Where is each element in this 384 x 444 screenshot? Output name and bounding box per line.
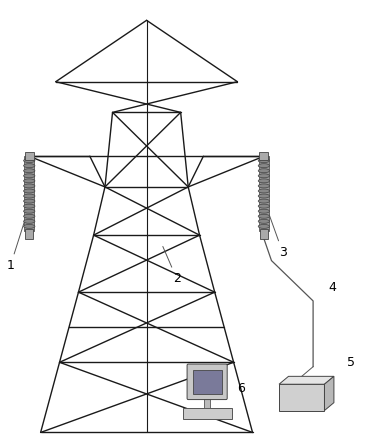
Ellipse shape	[258, 224, 270, 228]
Ellipse shape	[258, 164, 270, 168]
Text: 5: 5	[347, 356, 355, 369]
Ellipse shape	[23, 179, 35, 183]
Bar	[25, 229, 33, 239]
Bar	[259, 156, 269, 231]
Ellipse shape	[23, 184, 35, 188]
Ellipse shape	[258, 209, 270, 213]
Polygon shape	[279, 377, 334, 384]
Ellipse shape	[23, 159, 35, 163]
Ellipse shape	[258, 159, 270, 163]
Bar	[25, 152, 34, 160]
Text: 4: 4	[328, 281, 336, 294]
Text: 2: 2	[163, 246, 181, 285]
Ellipse shape	[258, 174, 270, 178]
Ellipse shape	[258, 169, 270, 173]
Ellipse shape	[23, 219, 35, 223]
Bar	[259, 152, 268, 160]
Ellipse shape	[23, 169, 35, 173]
Ellipse shape	[23, 204, 35, 208]
Text: 6: 6	[237, 382, 245, 395]
Ellipse shape	[23, 174, 35, 178]
Ellipse shape	[258, 199, 270, 203]
Ellipse shape	[23, 224, 35, 228]
Bar	[204, 397, 210, 408]
Bar	[182, 408, 232, 419]
Polygon shape	[324, 377, 334, 411]
Ellipse shape	[23, 164, 35, 168]
Ellipse shape	[23, 189, 35, 193]
Ellipse shape	[258, 179, 270, 183]
Ellipse shape	[258, 184, 270, 188]
Ellipse shape	[23, 214, 35, 218]
Text: 1: 1	[7, 218, 25, 272]
Bar	[193, 370, 222, 394]
FancyBboxPatch shape	[187, 364, 227, 400]
Ellipse shape	[258, 214, 270, 218]
Ellipse shape	[258, 219, 270, 223]
Ellipse shape	[23, 209, 35, 213]
Text: 3: 3	[268, 211, 287, 259]
Bar	[279, 384, 324, 411]
Ellipse shape	[258, 189, 270, 193]
Bar	[260, 229, 268, 239]
Bar	[24, 156, 34, 231]
Ellipse shape	[23, 199, 35, 203]
Ellipse shape	[258, 194, 270, 198]
Ellipse shape	[258, 204, 270, 208]
Ellipse shape	[23, 194, 35, 198]
